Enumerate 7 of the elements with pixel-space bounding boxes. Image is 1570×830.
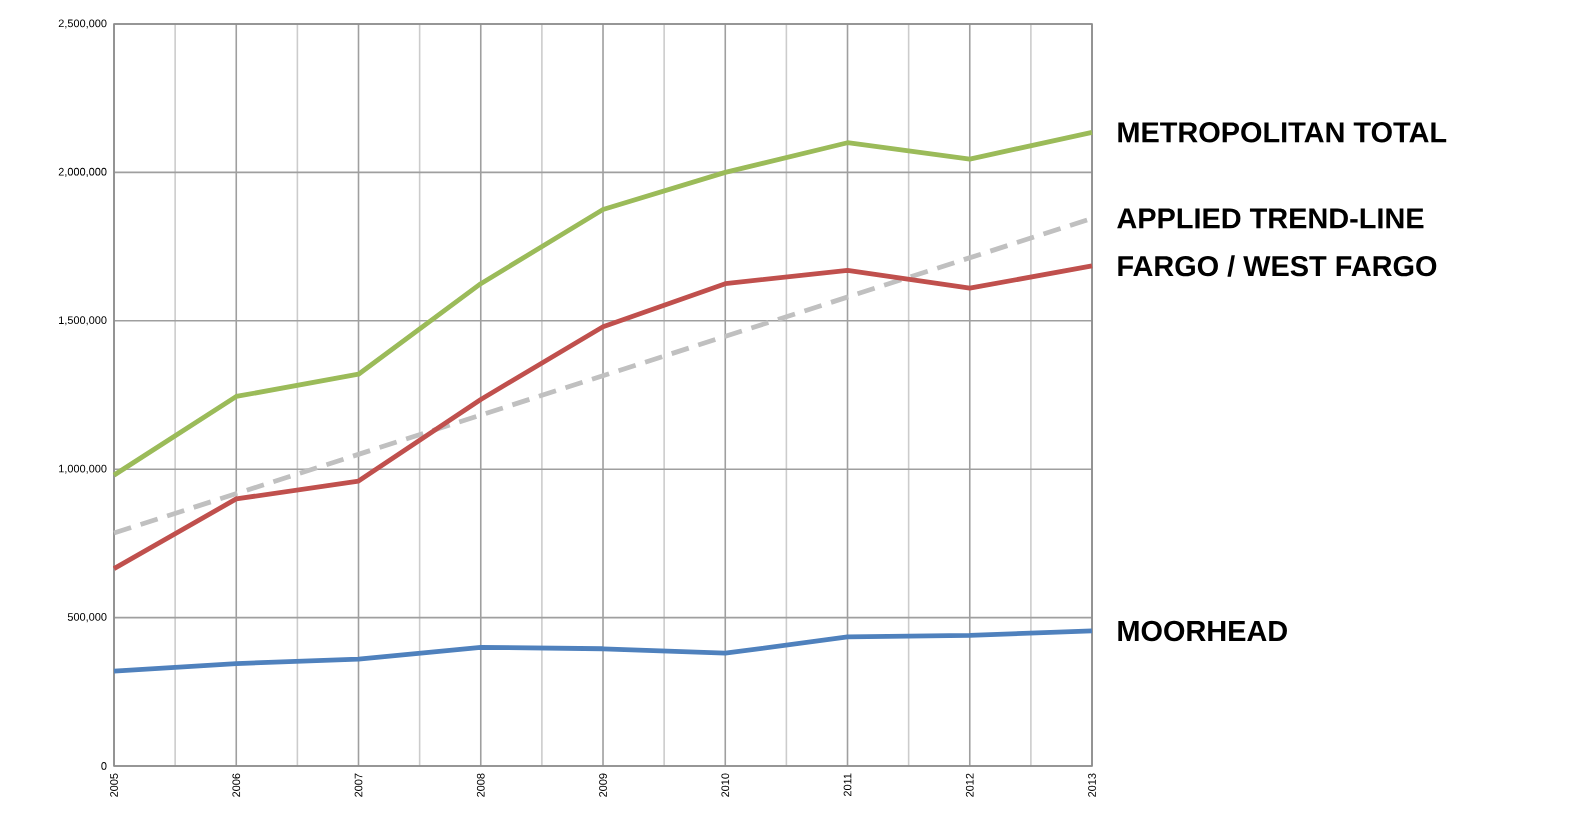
- series-label: MOORHEAD: [1118, 620, 1287, 642]
- series-label: METROPOLITAN TOTAL: [1118, 122, 1447, 143]
- line-series: [111, 263, 1095, 572]
- series-label: APPLIED TREND-LINE: [1117, 208, 1424, 229]
- line-series: [111, 129, 1095, 478]
- line-series: [111, 628, 1095, 674]
- series-label: FARGO / WEST FARGO: [1118, 255, 1437, 277]
